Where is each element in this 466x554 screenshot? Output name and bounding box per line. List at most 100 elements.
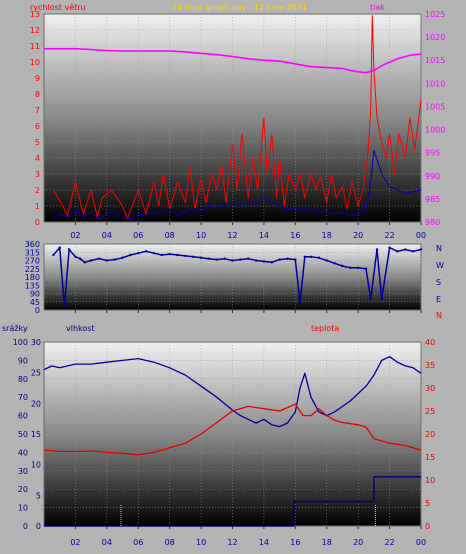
x-tick-label: 22: [384, 538, 394, 547]
wind-y-tick-label: 3: [35, 170, 40, 179]
humidity-y-tick-label: 15: [31, 430, 41, 439]
wind-direction-point: [137, 251, 140, 255]
wind-direction-point: [369, 297, 372, 301]
x-tick-label: 08: [165, 538, 175, 547]
wind-direction-point: [192, 255, 195, 259]
wind-direction-point: [63, 305, 66, 308]
wind-direction-point: [231, 259, 234, 262]
wind-direction-point: [317, 256, 321, 259]
rain-y-tick-label: 40: [18, 448, 28, 457]
wind-direction-point: [105, 259, 109, 262]
wind-speed-label: rychlost větru: [30, 3, 86, 12]
pressure-label: tlak: [370, 3, 385, 12]
compass-w: W: [436, 261, 444, 270]
temperature-y-tick-label: 10: [425, 476, 435, 485]
x-tick-label: 22: [384, 231, 394, 240]
rain-y-tick-label: 50: [18, 430, 28, 439]
x-tick-label: 14: [259, 538, 269, 547]
wind-direction-point: [113, 258, 116, 261]
temperature-y-tick-label: 15: [425, 453, 435, 462]
x-tick-label: 10: [196, 538, 206, 547]
wind-gust-line: [52, 15, 422, 220]
wind-direction-point: [254, 259, 258, 262]
wind-direction-point: [74, 255, 77, 259]
wind-speed-line: [53, 149, 422, 220]
wind-direction-point: [247, 257, 250, 260]
direction-y-tick-label: 90: [30, 290, 40, 299]
wind-direction-point: [223, 257, 226, 260]
x-tick-label: 20: [353, 231, 363, 240]
wind-direction-point: [215, 258, 218, 261]
pressure-y-tick-label: 1025: [425, 10, 445, 19]
temperature-label: teplota: [311, 324, 339, 333]
x-tick-label: 04: [102, 231, 112, 240]
x-tick-label: 16: [290, 231, 300, 240]
humidity-label: vlhkost: [66, 324, 95, 333]
temperature-line: [43, 403, 422, 456]
direction-y-tick-label: 270: [25, 257, 40, 266]
x-tick-label: 14: [259, 231, 269, 240]
pressure-y-tick-label: 1005: [425, 102, 445, 111]
wind-direction-point: [144, 250, 148, 253]
rain-y-tick-label: 10: [18, 504, 28, 513]
wind-y-tick-label: 8: [35, 90, 40, 99]
wind-y-tick-label: 10: [30, 58, 40, 67]
pressure-y-tick-label: 1015: [425, 56, 445, 65]
temperature-y-tick-label: 35: [425, 361, 435, 370]
rain-y-tick-label: 80: [18, 375, 28, 384]
wind-y-tick-label: 0: [35, 218, 40, 227]
humidity-y-tick-label: 0: [36, 522, 41, 531]
rain-y-tick-label: 60: [18, 412, 28, 421]
pressure-y-tick-label: 1000: [425, 126, 445, 135]
x-tick-label: 04: [102, 538, 112, 547]
wind-direction-point: [333, 262, 336, 265]
compass-s: S: [436, 278, 441, 287]
chart-title: 24 hour graph day . 12 June 2021: [172, 3, 307, 12]
humidity-line: [43, 356, 422, 428]
wind-direction-point: [58, 246, 61, 249]
wind-direction-point: [152, 251, 156, 255]
wind-direction-point: [270, 261, 273, 264]
x-tick-label: 12: [227, 231, 237, 240]
direction-y-tick-label: 315: [25, 248, 40, 257]
wind-direction-point: [160, 253, 164, 257]
x-tick-label: 02: [70, 538, 80, 547]
wind-direction-point: [97, 257, 101, 260]
wind-y-tick-label: 11: [30, 42, 40, 51]
wind-direction-point: [298, 301, 302, 304]
compass-n-top: N: [436, 244, 442, 253]
temperature-y-tick-label: 20: [425, 430, 435, 439]
wind-y-tick-label: 9: [35, 74, 40, 83]
pressure-y-tick-label: 995: [425, 149, 440, 158]
rain-label: srážky: [2, 324, 28, 333]
wind-direction-point: [207, 257, 211, 260]
pressure-y-tick-label: 985: [425, 195, 440, 204]
humidity-y-tick-label: 5: [36, 491, 41, 500]
wind-y-tick-label: 13: [30, 10, 40, 19]
wind-direction-point: [52, 253, 55, 257]
wind-direction-point: [309, 255, 313, 259]
rain-y-tick-label: 30: [18, 467, 28, 476]
direction-y-tick-label: 225: [25, 265, 40, 274]
x-tick-label: 02: [70, 231, 80, 240]
x-tick-label: 00: [416, 538, 426, 547]
wind-direction-trace: [52, 245, 422, 307]
wind-direction-point: [176, 253, 179, 257]
rain-cumulative-line: [44, 476, 421, 527]
x-tick-label: 12: [227, 538, 237, 547]
wind-y-tick-label: 2: [35, 186, 40, 195]
temperature-y-tick-label: 30: [425, 384, 435, 393]
wind-direction-point: [419, 248, 423, 251]
compass-e: E: [436, 295, 441, 304]
x-tick-label: 00: [416, 231, 426, 240]
wind-direction-point: [168, 252, 171, 256]
wind-direction-point: [303, 255, 306, 259]
humidity-y-tick-label: 20: [31, 399, 41, 408]
x-tick-label: 18: [322, 231, 332, 240]
wind-direction-point: [294, 258, 297, 261]
humidity-y-tick-label: 10: [31, 461, 41, 470]
wind-direction-point: [404, 248, 407, 251]
wind-direction-point: [364, 267, 368, 270]
wind-y-tick-label: 5: [35, 138, 40, 147]
rain-y-tick-label: 90: [18, 356, 28, 365]
